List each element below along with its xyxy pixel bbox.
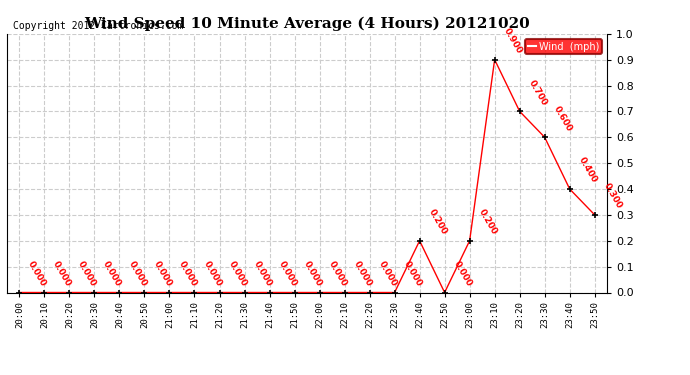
Text: 0.000: 0.000 — [101, 260, 123, 288]
Text: 0.300: 0.300 — [602, 182, 624, 211]
Text: Copyright 2012 Cartronics.com: Copyright 2012 Cartronics.com — [13, 21, 184, 31]
Text: 0.000: 0.000 — [402, 260, 423, 288]
Text: 0.000: 0.000 — [177, 260, 198, 288]
Text: 0.000: 0.000 — [201, 260, 223, 288]
Text: 0.000: 0.000 — [151, 260, 173, 288]
Text: 0.000: 0.000 — [302, 260, 323, 288]
Text: 0.200: 0.200 — [426, 208, 449, 237]
Text: 0.700: 0.700 — [526, 78, 549, 107]
Text: 0.000: 0.000 — [377, 260, 398, 288]
Text: 0.000: 0.000 — [451, 260, 473, 288]
Text: 0.000: 0.000 — [351, 260, 373, 288]
Text: 0.900: 0.900 — [502, 27, 524, 56]
Text: 0.000: 0.000 — [126, 260, 148, 288]
Text: 0.000: 0.000 — [277, 260, 298, 288]
Text: 0.000: 0.000 — [51, 260, 73, 288]
Text: 0.000: 0.000 — [251, 260, 273, 288]
Text: 0.000: 0.000 — [26, 260, 48, 288]
Text: 0.000: 0.000 — [226, 260, 248, 288]
Text: 0.000: 0.000 — [77, 260, 98, 288]
Text: 0.000: 0.000 — [326, 260, 348, 288]
Text: 0.400: 0.400 — [577, 156, 598, 185]
Text: 0.600: 0.600 — [551, 104, 573, 133]
Title: Wind Speed 10 Minute Average (4 Hours) 20121020: Wind Speed 10 Minute Average (4 Hours) 2… — [84, 17, 530, 31]
Text: 0.200: 0.200 — [477, 208, 498, 237]
Legend: Wind  (mph): Wind (mph) — [526, 39, 602, 54]
